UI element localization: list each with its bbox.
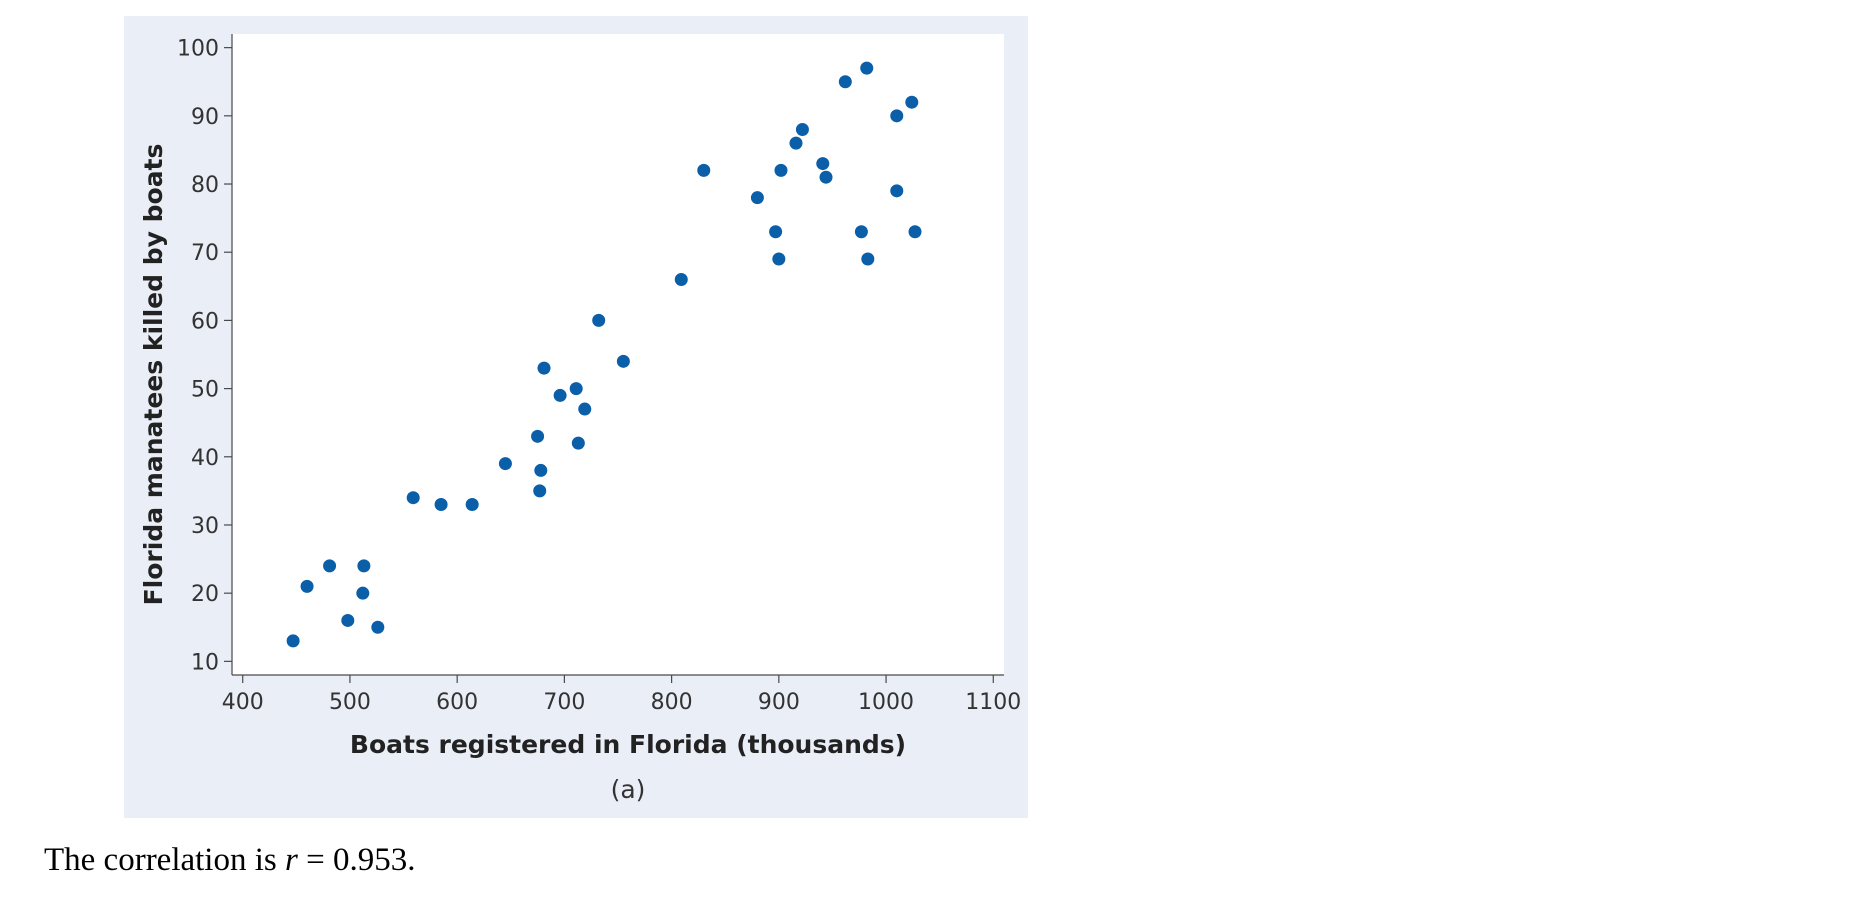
data-point: [300, 579, 314, 593]
data-point: [789, 136, 803, 150]
data-point: [697, 163, 711, 177]
y-tick-label: 10: [191, 650, 219, 675]
correlation-prefix: The correlation is: [44, 842, 285, 878]
y-tick-label: 70: [191, 241, 219, 266]
plot-background: [232, 34, 1004, 675]
data-point: [890, 109, 904, 123]
y-tick-label: 80: [191, 173, 219, 198]
figure-caption: (a): [611, 775, 646, 804]
data-points: [286, 61, 922, 648]
y-tick-label: 30: [191, 514, 219, 539]
data-point: [819, 170, 833, 184]
y-tick-label: 20: [191, 582, 219, 607]
x-tick-label: 1100: [965, 690, 1021, 715]
correlation-value: = 0.953.: [297, 842, 416, 878]
data-point: [537, 361, 551, 375]
data-point: [286, 634, 300, 648]
y-tick-label: 100: [177, 37, 219, 62]
x-tick-label: 900: [758, 690, 800, 715]
data-point: [323, 559, 337, 573]
data-point: [571, 436, 585, 450]
axes: 400 500 600 700 800 900 1000 1100 10 20 30 40 50 60 70…: [177, 34, 1021, 715]
x-axis-title: Boats registered in Florida (thousands): [350, 730, 906, 759]
data-point: [616, 354, 630, 368]
y-tick-label: 60: [191, 309, 219, 334]
x-tick-label: 400: [222, 690, 264, 715]
data-point: [816, 157, 830, 171]
correlation-variable: r: [285, 842, 298, 878]
data-point: [406, 491, 420, 505]
data-point: [769, 225, 783, 239]
data-point: [533, 484, 547, 498]
data-point: [592, 313, 606, 327]
data-point: [890, 184, 904, 198]
data-point: [531, 429, 545, 443]
data-point: [908, 225, 922, 239]
data-point: [772, 252, 786, 266]
figure-panel: 400 500 600 700 800 900 1000 1100 10 20 30 40 50 60 70…: [124, 16, 1028, 818]
data-point: [774, 163, 788, 177]
data-point: [341, 613, 355, 627]
data-point: [434, 498, 448, 512]
x-tick-label: 1000: [858, 690, 914, 715]
y-tick-label: 40: [191, 446, 219, 471]
data-point: [860, 61, 874, 75]
data-point: [356, 586, 370, 600]
data-point: [854, 225, 868, 239]
data-point: [905, 95, 919, 109]
data-point: [569, 382, 583, 396]
x-tick-label: 600: [436, 690, 478, 715]
data-point: [838, 75, 852, 89]
correlation-statement: The correlation is r = 0.953.: [44, 842, 415, 879]
data-point: [357, 559, 371, 573]
data-point: [465, 498, 479, 512]
data-point: [674, 272, 688, 286]
y-tick-label: 50: [191, 378, 219, 403]
data-point: [861, 252, 875, 266]
y-tick-label: 90: [191, 105, 219, 130]
data-point: [498, 457, 512, 471]
data-point: [750, 191, 764, 205]
data-point: [578, 402, 592, 416]
data-point: [534, 463, 548, 477]
y-axis-title: Florida manatees killed by boats: [139, 144, 168, 606]
data-point: [371, 620, 385, 634]
x-tick-label: 800: [651, 690, 693, 715]
x-tick-label: 700: [543, 690, 585, 715]
x-tick-label: 500: [329, 690, 371, 715]
data-point: [553, 388, 567, 402]
data-point: [795, 122, 809, 136]
scatter-chart: 400 500 600 700 800 900 1000 1100 10 20 30 40 50 60 70…: [139, 34, 1021, 804]
